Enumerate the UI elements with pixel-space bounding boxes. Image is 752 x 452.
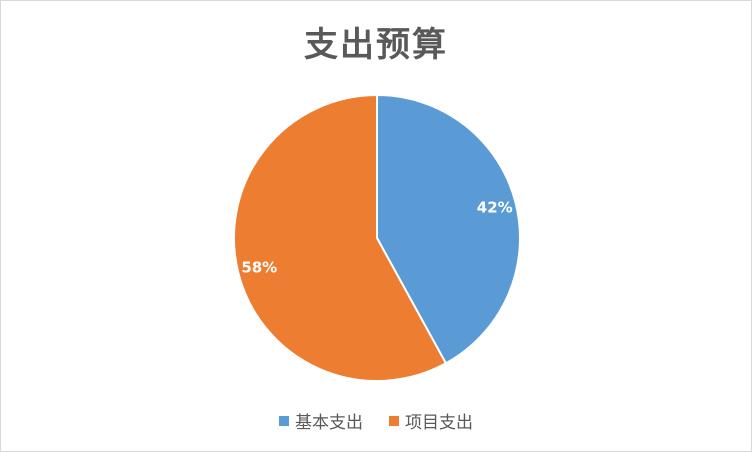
legend-item-1: 基本支出 xyxy=(279,408,363,433)
legend-item-2: 项目支出 xyxy=(389,408,473,433)
chart-legend: 基本支出 项目支出 xyxy=(1,408,751,433)
pie-slice-1 xyxy=(376,93,521,365)
legend-swatch-1 xyxy=(279,415,289,426)
chart-title: 支出预算 xyxy=(304,25,448,65)
data-label-2: 58% xyxy=(241,259,277,277)
data-label-1: 42% xyxy=(477,198,513,216)
legend-label-2: 项目支出 xyxy=(405,413,473,433)
legend-swatch-2 xyxy=(389,415,399,426)
legend-label-1: 基本支出 xyxy=(295,413,363,433)
pie-slice-2 xyxy=(233,93,448,382)
